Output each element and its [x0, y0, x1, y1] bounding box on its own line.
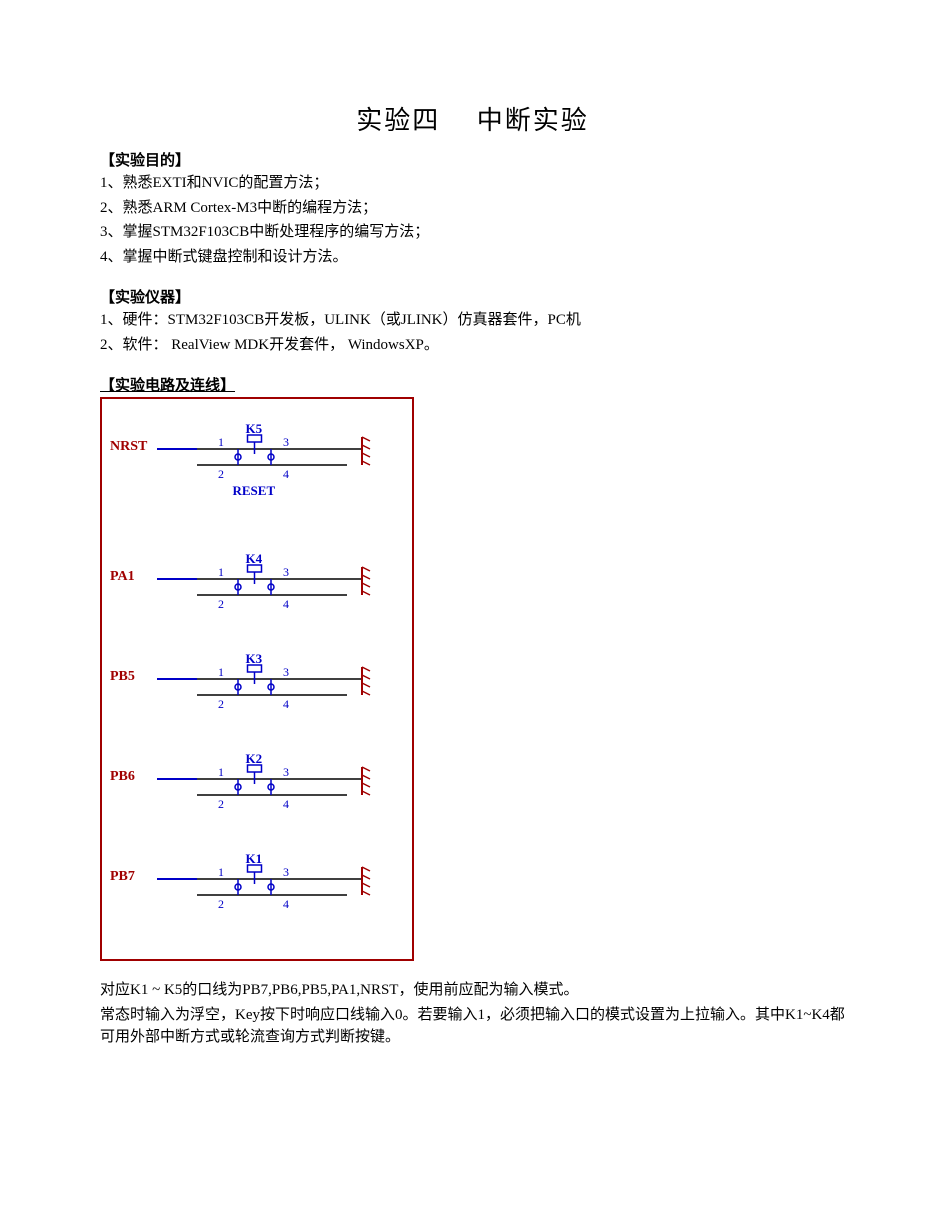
instruments-section: 【实验仪器】 1、硬件：STM32F103CB开发板，ULINK（或JLINK）… [100, 286, 845, 356]
switch-row: PB7K11234 [102, 849, 412, 929]
switch-schematic-icon [102, 849, 412, 929]
circuit-diagram: NRSTK51234RESET PA1K41234 PB5K31234 PB6K212… [100, 397, 414, 961]
switch-row: PB5K31234 [102, 649, 412, 729]
switch-schematic-icon [102, 549, 412, 629]
instruments-head: 【实验仪器】 [100, 286, 845, 307]
purpose-item: 4、掌握中断式键盘控制和设计方法。 [100, 246, 845, 269]
purpose-item: 3、掌握STM32F103CB中断处理程序的编写方法； [100, 221, 845, 244]
reset-label: RESET [233, 483, 276, 499]
footer-text: 对应K1 ~ K5的口线为PB7,PB6,PB5,PA1,NRST，使用前应配为… [100, 979, 845, 1049]
switch-row: PB6K21234 [102, 749, 412, 829]
purpose-section: 【实验目的】 1、熟悉EXTI和NVIC的配置方法； 2、熟悉ARM Corte… [100, 149, 845, 268]
instruments-item: 2、软件： RealView MDK开发套件， WindowsXP。 [100, 334, 845, 357]
footer-line: 常态时输入为浮空，Key按下时响应口线输入0。若要输入1，必须把输入口的模式设置… [100, 1004, 845, 1049]
switch-row: NRSTK51234RESET [102, 419, 412, 499]
footer-line: 对应K1 ~ K5的口线为PB7,PB6,PB5,PA1,NRST，使用前应配为… [100, 979, 845, 1002]
purpose-item: 2、熟悉ARM Cortex-M3中断的编程方法； [100, 197, 845, 220]
switch-schematic-icon [102, 749, 412, 829]
instruments-item: 1、硬件：STM32F103CB开发板，ULINK（或JLINK）仿真器套件，P… [100, 309, 845, 332]
document-page: 实验四 中断实验 【实验目的】 1、熟悉EXTI和NVIC的配置方法； 2、熟悉… [0, 0, 945, 1111]
switch-row: PA1K41234 [102, 549, 412, 629]
switch-schematic-icon [102, 649, 412, 729]
purpose-item: 1、熟悉EXTI和NVIC的配置方法； [100, 172, 845, 195]
circuit-section: 【实验电路及连线】 NRSTK51234RESET PA1K41234 PB5K31… [100, 374, 845, 961]
circuit-head: 【实验电路及连线】 [100, 374, 845, 395]
purpose-head: 【实验目的】 [100, 149, 845, 170]
page-title: 实验四 中断实验 [100, 100, 845, 137]
